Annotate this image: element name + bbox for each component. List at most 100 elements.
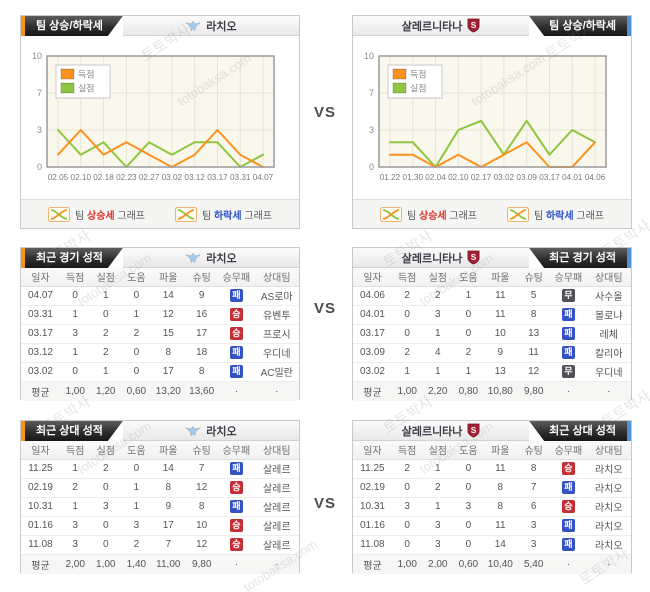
cell: 03.17 — [21, 324, 60, 344]
cell: · — [218, 553, 255, 574]
cell: 14 — [483, 535, 517, 555]
cell: AC밀란 — [254, 362, 299, 382]
table-row: 03.02 0 1 0 17 8 패 AC밀란 — [21, 362, 299, 382]
cell: 11.25 — [21, 459, 60, 479]
table-row: 10.31 1 3 1 9 8 패 살레르 — [21, 497, 299, 517]
result-cell: 승 — [218, 305, 255, 325]
salernitana-shield-icon: S — [467, 18, 480, 33]
result-cell: 승 — [550, 459, 587, 479]
cell: 11.25 — [353, 459, 392, 479]
panel-header: 살레르니타나 S 최근 상대 성적 — [353, 421, 631, 441]
cell: 1,00 — [59, 380, 91, 401]
table-row: 03.17 3 2 2 15 17 승 프로시 — [21, 324, 299, 344]
table-row: 01.16 0 3 0 11 3 패 라치오 — [353, 516, 631, 536]
table-row: 04.01 0 3 0 11 8 패 볼로냐 — [353, 305, 631, 325]
cell: 03.02 — [353, 362, 392, 382]
cell: 평균 — [21, 380, 60, 401]
svg-text:04.07: 04.07 — [253, 173, 274, 182]
cell: 0 — [90, 516, 122, 536]
result-cell: 패 — [550, 343, 587, 363]
cell: 0 — [90, 478, 122, 498]
result-badge: 승 — [229, 538, 243, 551]
result-badge: 무 — [561, 365, 575, 378]
cell: 1 — [453, 286, 484, 306]
cell: 2 — [59, 478, 91, 498]
cell: 살레르 — [254, 497, 299, 517]
cell: 2,00 — [422, 553, 454, 574]
recent-table-lazio: 일자 득점 실점 도움 파울 슈팅 승무패 상대팀 04.07 0 1 0 14 9 패 AS로마 03.31 1… — [21, 268, 299, 401]
cell: 04.06 — [353, 286, 392, 306]
average-row: 평균 1,00 1,20 0,60 13,20 13,60 · · — [21, 380, 299, 401]
cell: 10 — [185, 516, 219, 536]
column-header: 실점 — [422, 268, 454, 287]
cell: 0 — [453, 478, 484, 498]
column-header: 슈팅 — [185, 441, 219, 460]
cell: 1 — [90, 286, 122, 306]
table-row: 04.07 0 1 0 14 9 패 AS로마 — [21, 286, 299, 306]
cell: 라치오 — [586, 459, 631, 479]
column-header: 도움 — [121, 441, 152, 460]
cell: 3 — [422, 535, 454, 555]
cell: 3 — [391, 497, 423, 517]
svg-text:02.23: 02.23 — [116, 173, 137, 182]
cell: 0 — [453, 516, 484, 536]
cell: 1,20 — [90, 380, 122, 401]
result-badge: 패 — [229, 462, 243, 475]
cell: 8 — [483, 478, 517, 498]
cell: · — [586, 380, 631, 401]
table-row: 02.19 2 0 1 8 12 승 살레르 — [21, 478, 299, 498]
svg-text:03.02: 03.02 — [162, 173, 183, 182]
cell: 1,40 — [121, 553, 152, 574]
cell: 1 — [422, 459, 454, 479]
cell: 살레르 — [254, 516, 299, 536]
cell: 01.16 — [21, 516, 60, 536]
cell: 1 — [59, 459, 91, 479]
cell: 4 — [422, 343, 454, 363]
cell: 11 — [517, 343, 551, 363]
chart-legend-footer: 팀 상승세 그래프 팀 하락세 그래프 — [21, 199, 299, 228]
column-header: 득점 — [59, 441, 91, 460]
team-name: 살레르니타나 — [401, 20, 463, 33]
table-row: 01.16 3 0 3 17 10 승 살레르 — [21, 516, 299, 536]
svg-text:03.02: 03.02 — [494, 173, 515, 182]
result-badge: 패 — [561, 308, 575, 321]
svg-text:04.01: 04.01 — [562, 173, 583, 182]
cell: 7 — [185, 459, 219, 479]
cell: 13 — [483, 362, 517, 382]
cell: 3 — [59, 516, 91, 536]
cell: 18 — [185, 343, 219, 363]
team-name: 살레르니타나 — [401, 252, 463, 265]
cell: 7 — [517, 478, 551, 498]
cell: 17 — [151, 362, 185, 382]
cell: 0 — [121, 362, 152, 382]
vs-label: VS — [313, 300, 336, 317]
cell: 03.17 — [353, 324, 392, 344]
cell: 우디네 — [586, 362, 631, 382]
cell: 15 — [151, 324, 185, 344]
result-cell: 패 — [550, 516, 587, 536]
cell: 9 — [151, 497, 185, 517]
svg-text:03.09: 03.09 — [516, 173, 537, 182]
result-cell: 승 — [550, 497, 587, 517]
column-header: 일자 — [353, 441, 392, 460]
svg-text:03.12: 03.12 — [184, 173, 205, 182]
cell: 0,60 — [453, 553, 484, 574]
result-badge: 승 — [229, 481, 243, 494]
panel-header: 살레르니타나 S 팀 상승/하락세 — [353, 16, 631, 36]
table-row: 10.31 3 1 3 8 6 승 라치오 — [353, 497, 631, 517]
cell: 3 — [90, 497, 122, 517]
cell: 1 — [121, 497, 152, 517]
panel-header: 최근 상대 성적 라치오 — [21, 421, 299, 441]
table-row: 04.06 2 2 1 11 5 무 사수올 — [353, 286, 631, 306]
cell: 3 — [59, 535, 91, 555]
cell: 프로시 — [254, 324, 299, 344]
cell: · — [254, 380, 299, 401]
svg-text:0: 0 — [37, 162, 42, 172]
cell: 14 — [151, 459, 185, 479]
cell: 1 — [59, 343, 91, 363]
cell: 1 — [422, 497, 454, 517]
cell: 2 — [422, 286, 454, 306]
cell: 0 — [391, 478, 423, 498]
cell: 04.01 — [353, 305, 392, 325]
cell: 0 — [59, 286, 91, 306]
